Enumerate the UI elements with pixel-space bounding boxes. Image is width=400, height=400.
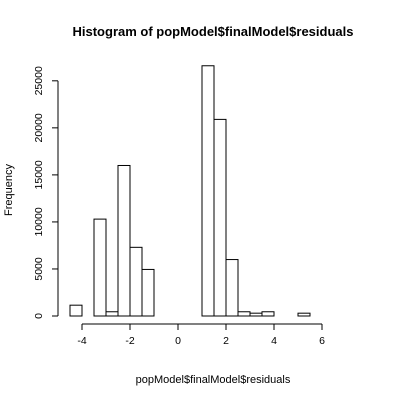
y-axis: 0 5000 10000 15000 20000 25000 [33, 66, 59, 319]
histogram-bar-4 [117, 164, 131, 317]
histogram-bar-2 [93, 218, 107, 317]
histogram-bar-3 [105, 311, 119, 317]
y-tick-label-3: 15000 [33, 160, 45, 189]
histogram-bar-5 [129, 246, 143, 317]
y-tick-label-0: 0 [33, 313, 45, 319]
y-axis-label: Frequency [3, 164, 15, 216]
histogram-bar-14 [237, 311, 251, 317]
y-tick-label-5: 25000 [33, 66, 45, 95]
histogram-bar-11 [201, 65, 215, 317]
histogram-bar-13 [225, 259, 239, 317]
histogram-bar-12 [213, 118, 227, 317]
x-tick-label-4: 4 [271, 335, 277, 347]
histogram-bar-0 [69, 304, 83, 317]
histogram-bars [69, 65, 311, 317]
y-tick-label-1: 5000 [33, 257, 45, 281]
x-tick-label-5: 6 [319, 335, 325, 347]
histogram-bar-6 [141, 268, 155, 317]
histogram-bar-15 [249, 312, 263, 317]
y-tick-label-2: 10000 [33, 207, 45, 236]
x-tick-label-1: -2 [125, 335, 134, 347]
histogram-bar-19 [297, 312, 311, 317]
y-tick-label-4: 20000 [33, 113, 45, 142]
chart-title: Histogram of popModel$finalModel$residua… [73, 24, 354, 39]
x-tick-label-2: 0 [175, 335, 181, 347]
x-axis: -4 -2 0 2 4 6 [77, 323, 325, 347]
x-tick-label-3: 2 [223, 335, 229, 347]
histogram-bar-16 [261, 311, 275, 317]
x-tick-label-0: -4 [77, 335, 86, 347]
x-axis-label: popModel$finalModel$residuals [136, 374, 291, 386]
